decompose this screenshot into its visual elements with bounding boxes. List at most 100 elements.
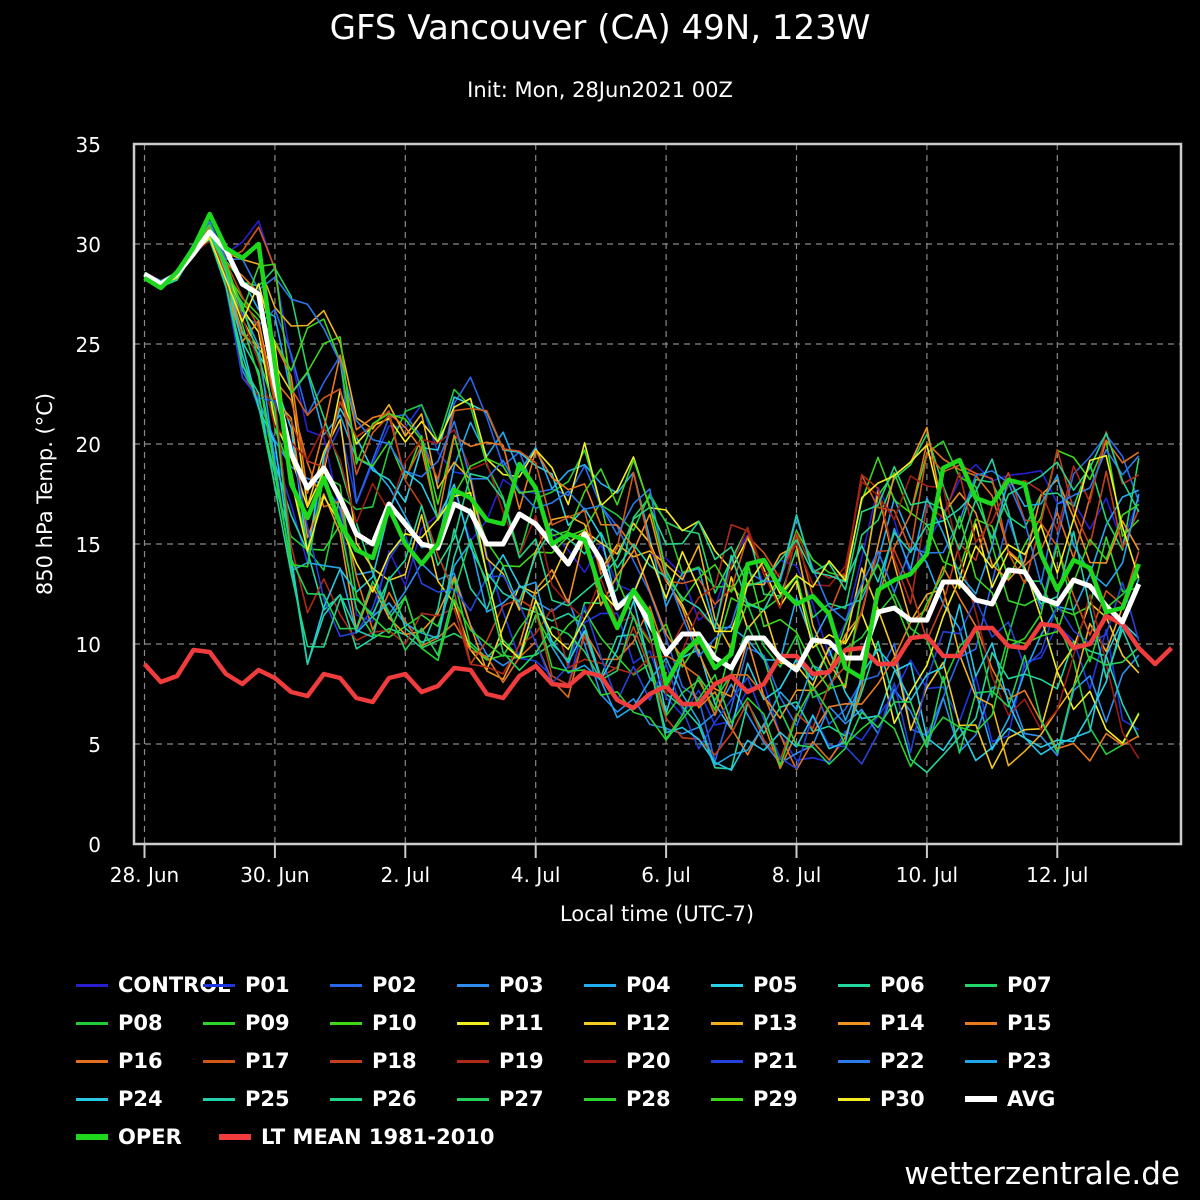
legend-item-p27: P27 xyxy=(457,1082,544,1116)
y-tick-label: 10 xyxy=(76,633,101,657)
legend-swatch xyxy=(76,1097,108,1101)
chart-subtitle: Init: Mon, 28Jun2021 00Z xyxy=(467,78,733,102)
legend-label: P12 xyxy=(626,1011,671,1035)
y-tick-label: 15 xyxy=(76,533,101,557)
legend-item-p08: P08 xyxy=(76,1006,163,1040)
series-line-p23 xyxy=(144,224,1140,766)
y-tick-label: 0 xyxy=(88,833,101,857)
legend-swatch xyxy=(203,1059,235,1063)
series-line-p06 xyxy=(144,240,1140,774)
legend-item-p28: P28 xyxy=(584,1082,671,1116)
legend-label: P14 xyxy=(880,1011,925,1035)
x-tick-label: 6. Jul xyxy=(641,863,691,887)
series-line-p30 xyxy=(144,237,1140,660)
legend-label: P11 xyxy=(499,1011,544,1035)
legend-label: LT MEAN 1981-2010 xyxy=(261,1125,495,1149)
legend-item-p15: P15 xyxy=(965,1006,1052,1040)
legend-swatch xyxy=(203,1097,235,1101)
legend-item-p05: P05 xyxy=(711,968,798,1002)
legend-item-p29: P29 xyxy=(711,1082,798,1116)
legend-label: P07 xyxy=(1007,973,1052,997)
series-line-oper xyxy=(143,211,1141,687)
x-tick-label: 12. Jul xyxy=(1026,863,1088,887)
legend-label: P18 xyxy=(372,1049,417,1073)
legend-swatch xyxy=(965,1059,997,1063)
watermark: wetterzentrale.de xyxy=(904,1156,1180,1192)
y-tick-label: 5 xyxy=(88,733,101,757)
legend-swatch xyxy=(584,1059,616,1063)
series-line-p28 xyxy=(144,224,1140,768)
legend-label: P13 xyxy=(753,1011,798,1035)
legend-swatch xyxy=(76,1021,108,1025)
series-line-p04 xyxy=(144,230,1140,751)
legend-item-p21: P21 xyxy=(711,1044,798,1078)
legend-swatch xyxy=(711,1097,743,1101)
legend-swatch xyxy=(76,983,108,987)
legend-swatch xyxy=(219,1134,251,1140)
legend-swatch xyxy=(203,983,235,987)
legend-swatch xyxy=(330,983,362,987)
legend-swatch xyxy=(584,1021,616,1025)
legend-item-p26: P26 xyxy=(330,1082,417,1116)
series-line-p22 xyxy=(144,220,1140,658)
legend-swatch xyxy=(330,1021,362,1025)
legend-item-p14: P14 xyxy=(838,1006,925,1040)
legend-item-p23: P23 xyxy=(965,1044,1052,1078)
legend-item-p07: P07 xyxy=(965,968,1052,1002)
series-line-p26 xyxy=(144,236,1140,648)
legend-swatch xyxy=(584,983,616,987)
x-axis-label: Local time (UTC-7) xyxy=(560,902,754,926)
legend-label: P05 xyxy=(753,973,798,997)
legend-item-p03: P03 xyxy=(457,968,544,1002)
legend-label: P20 xyxy=(626,1049,671,1073)
x-tick-label: 2. Jul xyxy=(381,863,431,887)
legend-swatch xyxy=(838,1059,870,1063)
series-line-p19 xyxy=(144,231,1140,675)
series-line-p20 xyxy=(144,240,1140,760)
legend-swatch xyxy=(965,983,997,987)
legend-swatch xyxy=(584,1097,616,1101)
series-line-avg xyxy=(143,229,1142,673)
plot-frame xyxy=(132,142,1183,846)
legend-label: P06 xyxy=(880,973,925,997)
legend-swatch xyxy=(457,983,489,987)
legend-label: P26 xyxy=(372,1087,417,1111)
legend-swatch xyxy=(711,1059,743,1063)
legend-swatch xyxy=(76,1059,108,1063)
legend-swatch xyxy=(838,983,870,987)
legend-swatch xyxy=(330,1097,362,1101)
legend-item-p17: P17 xyxy=(203,1044,290,1078)
legend-label: P16 xyxy=(118,1049,163,1073)
series-line-p02 xyxy=(144,229,1140,763)
legend-swatch xyxy=(457,1097,489,1101)
legend-item-p16: P16 xyxy=(76,1044,163,1078)
legend-label: P03 xyxy=(499,973,544,997)
legend-swatch xyxy=(711,1021,743,1025)
chart-title: GFS Vancouver (CA) 49N, 123W xyxy=(329,8,871,48)
legend-item-p20: P20 xyxy=(584,1044,671,1078)
legend-item-p11: P11 xyxy=(457,1006,544,1040)
legend-swatch xyxy=(203,1021,235,1025)
legend-item-p30: P30 xyxy=(838,1082,925,1116)
series-lines xyxy=(142,211,1173,774)
legend-swatch xyxy=(838,1021,870,1025)
legend-item-p12: P12 xyxy=(584,1006,671,1040)
y-tick-label: 30 xyxy=(76,233,101,257)
legend-swatch xyxy=(457,1021,489,1025)
legend-label: P30 xyxy=(880,1087,925,1111)
legend-item-p02: P02 xyxy=(330,968,417,1002)
legend-label: AVG xyxy=(1007,1087,1056,1111)
legend-item-p10: P10 xyxy=(330,1006,417,1040)
legend-item-p19: P19 xyxy=(457,1044,544,1078)
legend-label: P23 xyxy=(1007,1049,1052,1073)
legend-label: P19 xyxy=(499,1049,544,1073)
legend-swatch xyxy=(965,1096,997,1102)
legend-label: OPER xyxy=(118,1125,182,1149)
legend-label: P27 xyxy=(499,1087,544,1111)
legend-item-p09: P09 xyxy=(203,1006,290,1040)
legend-label: P10 xyxy=(372,1011,417,1035)
legend-label: P22 xyxy=(880,1049,925,1073)
series-line-p27 xyxy=(144,234,1140,766)
grid xyxy=(134,144,1181,844)
